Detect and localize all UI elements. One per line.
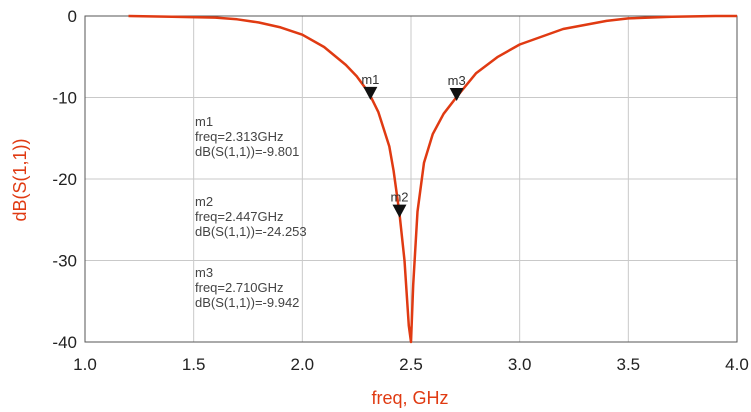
marker-triangle — [363, 86, 378, 100]
marker-readout-line: freq=2.313GHz — [195, 129, 284, 144]
x-tick-label: 4.0 — [725, 355, 749, 374]
x-tick-labels: 1.0 1.5 2.0 2.5 3.0 3.5 4.0 — [73, 355, 749, 374]
x-tick-label: 3.0 — [508, 355, 532, 374]
y-axis-title: dB(S(1,1)) — [10, 138, 30, 221]
marker-readout-line: m3 — [195, 265, 213, 280]
x-tick-label: 3.5 — [617, 355, 641, 374]
y-tick-labels: 0 -10 -20 -30 -40 — [52, 7, 77, 352]
x-tick-label: 2.5 — [399, 355, 423, 374]
markers: m1 m2 m3 — [361, 72, 466, 218]
y-tick-label: -30 — [52, 252, 77, 271]
x-tick-label: 2.0 — [291, 355, 315, 374]
marker-readout-line: m1 — [195, 114, 213, 129]
marker-label: m2 — [390, 190, 408, 205]
marker-readout-line: freq=2.710GHz — [195, 280, 284, 295]
marker-readout-line: dB(S(1,1))=-9.801 — [195, 144, 299, 159]
marker-label: m1 — [361, 72, 379, 87]
marker-readout-line: dB(S(1,1))=-24.253 — [195, 224, 307, 239]
grid-lines — [84, 15, 738, 343]
y-tick-label: -40 — [52, 333, 77, 352]
y-tick-label: -10 — [52, 89, 77, 108]
y-tick-label: -20 — [52, 170, 77, 189]
marker-triangle — [392, 204, 407, 218]
marker-readout-line: m2 — [195, 194, 213, 209]
marker-triangle — [449, 88, 464, 102]
x-tick-label: 1.5 — [182, 355, 206, 374]
x-tick-label: 1.0 — [73, 355, 97, 374]
y-tick-label: 0 — [68, 7, 77, 26]
s11-series-line — [128, 14, 737, 344]
marker-label: m3 — [448, 73, 466, 88]
marker-readout-line: freq=2.447GHz — [195, 209, 284, 224]
marker-readouts: m1freq=2.313GHzdB(S(1,1))=-9.801m2freq=2… — [195, 114, 307, 310]
marker-readout-line: dB(S(1,1))=-9.942 — [195, 295, 299, 310]
x-axis-title: freq, GHz — [371, 388, 448, 408]
